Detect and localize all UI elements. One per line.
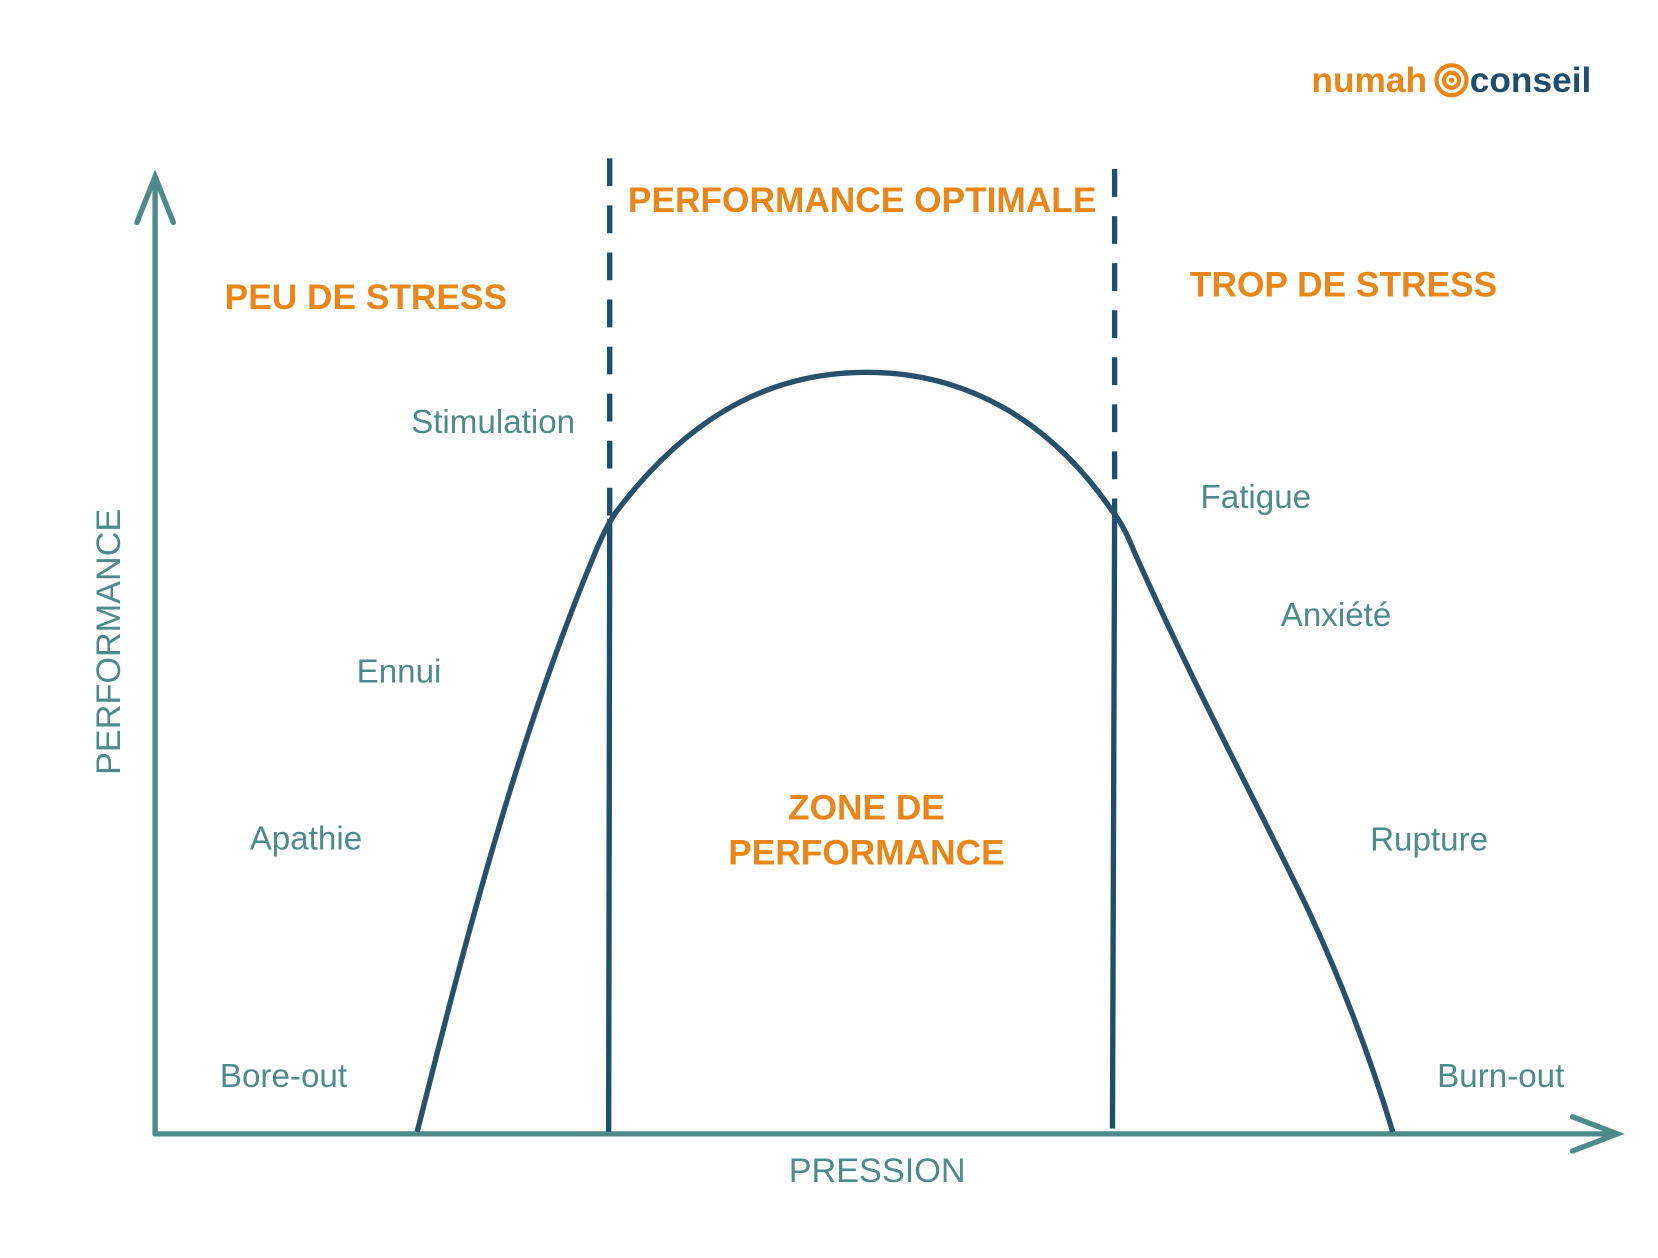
left-label: Apathie [250,820,362,857]
zone-title: PEU DE STRESS [225,278,507,317]
right-label: Rupture [1370,821,1488,858]
logo-icon [1434,63,1469,98]
x-axis-label: PRESSION [789,1152,966,1190]
performance-curve [414,369,1396,1133]
zone-title: TROP DE STRESS [1190,265,1497,304]
left-label: Ennui [357,653,442,690]
right-label: Burn-out [1437,1058,1564,1095]
dividers [605,158,1118,1132]
left-label: Stimulation [411,404,575,441]
right-label: Anxiété [1281,597,1392,634]
logo-left: numah [1311,61,1427,100]
logo-right: conseil [1470,61,1592,100]
right-label: Fatigue [1201,479,1312,516]
zone-title: PERFORMANCE OPTIMALE [628,181,1096,220]
center-label: PERFORMANCE [728,833,1004,872]
center-label: ZONE DE [788,788,945,827]
y-axis-label: PERFORMANCE [90,509,128,775]
left-label: Bore-out [220,1058,347,1095]
axes [134,169,1625,1154]
logo-dot [1448,77,1455,83]
